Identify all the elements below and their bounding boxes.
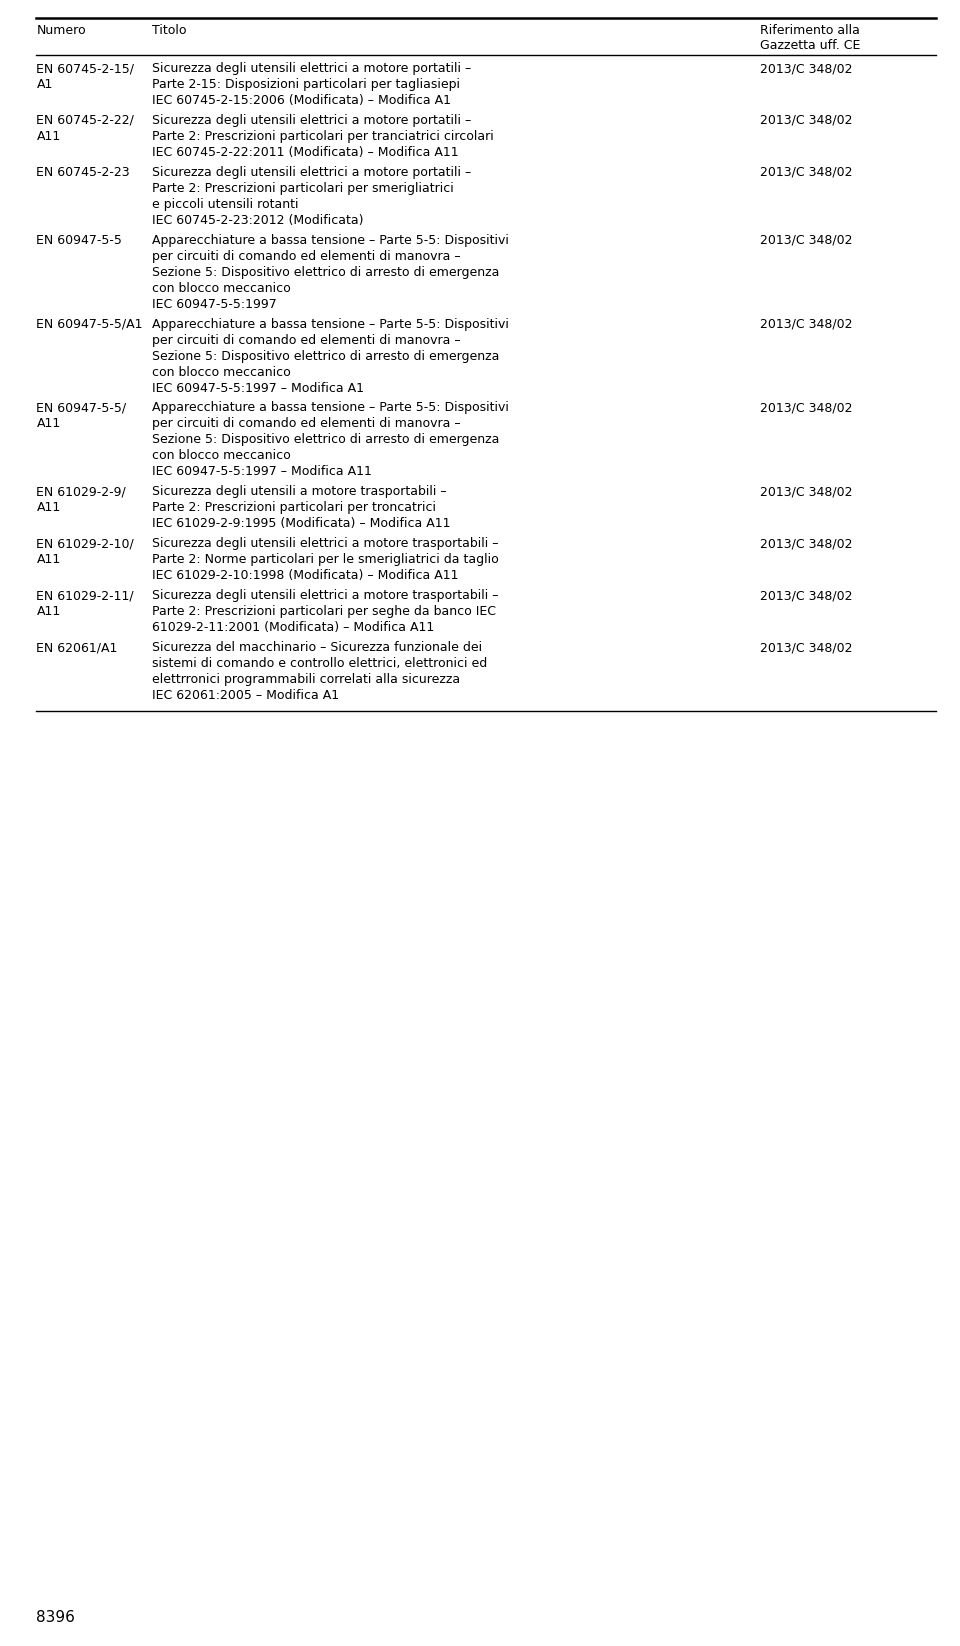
Text: 2013/C 348/02: 2013/C 348/02 <box>760 402 852 415</box>
Text: EN 60745-2-23: EN 60745-2-23 <box>36 166 131 179</box>
Text: Sicurezza degli utensili elettrici a motore portatili –
Parte 2: Prescrizioni pa: Sicurezza degli utensili elettrici a mot… <box>152 114 493 160</box>
Text: EN 60947-5-5/A1: EN 60947-5-5/A1 <box>36 318 143 331</box>
Text: EN 61029-2-10/
A11: EN 61029-2-10/ A11 <box>36 537 134 566</box>
Text: Sicurezza degli utensili elettrici a motore trasportabili –
Parte 2: Norme parti: Sicurezza degli utensili elettrici a mot… <box>152 537 498 583</box>
Text: Sicurezza degli utensili elettrici a motore portatili –
Parte 2: Prescrizioni pa: Sicurezza degli utensili elettrici a mot… <box>152 166 471 227</box>
Text: Sicurezza degli utensili a motore trasportabili –
Parte 2: Prescrizioni particol: Sicurezza degli utensili a motore traspo… <box>152 486 450 530</box>
Text: Titolo: Titolo <box>152 25 186 36</box>
Text: EN 62061/A1: EN 62061/A1 <box>36 640 118 653</box>
Text: 2013/C 348/02: 2013/C 348/02 <box>760 63 852 76</box>
Text: 2013/C 348/02: 2013/C 348/02 <box>760 486 852 499</box>
Text: EN 61029-2-11/
A11: EN 61029-2-11/ A11 <box>36 589 134 619</box>
Text: 2013/C 348/02: 2013/C 348/02 <box>760 318 852 331</box>
Text: EN 60947-5-5/
A11: EN 60947-5-5/ A11 <box>36 402 127 431</box>
Text: Riferimento alla
Gazzetta uff. CE: Riferimento alla Gazzetta uff. CE <box>760 25 861 53</box>
Text: Sicurezza del macchinario – Sicurezza funzionale dei
sistemi di comando e contro: Sicurezza del macchinario – Sicurezza fu… <box>152 640 487 703</box>
Text: 2013/C 348/02: 2013/C 348/02 <box>760 166 852 179</box>
Text: Numero: Numero <box>36 25 86 36</box>
Text: Apparecchiature a bassa tensione – Parte 5-5: Dispositivi
per circuiti di comand: Apparecchiature a bassa tensione – Parte… <box>152 234 509 311</box>
Text: EN 60745-2-15/
A1: EN 60745-2-15/ A1 <box>36 63 134 91</box>
Text: Sicurezza degli utensili elettrici a motore portatili –
Parte 2-15: Disposizioni: Sicurezza degli utensili elettrici a mot… <box>152 63 471 107</box>
Text: 2013/C 348/02: 2013/C 348/02 <box>760 640 852 653</box>
Text: EN 61029-2-9/
A11: EN 61029-2-9/ A11 <box>36 486 126 514</box>
Text: 2013/C 348/02: 2013/C 348/02 <box>760 537 852 550</box>
Text: EN 60745-2-22/
A11: EN 60745-2-22/ A11 <box>36 114 134 143</box>
Text: 8396: 8396 <box>36 1610 75 1625</box>
Text: 2013/C 348/02: 2013/C 348/02 <box>760 114 852 127</box>
Text: Apparecchiature a bassa tensione – Parte 5-5: Dispositivi
per circuiti di comand: Apparecchiature a bassa tensione – Parte… <box>152 318 509 395</box>
Text: 2013/C 348/02: 2013/C 348/02 <box>760 234 852 247</box>
Text: Sicurezza degli utensili elettrici a motore trasportabili –
Parte 2: Prescrizion: Sicurezza degli utensili elettrici a mot… <box>152 589 498 634</box>
Text: 2013/C 348/02: 2013/C 348/02 <box>760 589 852 602</box>
Text: Apparecchiature a bassa tensione – Parte 5-5: Dispositivi
per circuiti di comand: Apparecchiature a bassa tensione – Parte… <box>152 402 509 479</box>
Text: EN 60947-5-5: EN 60947-5-5 <box>36 234 122 247</box>
